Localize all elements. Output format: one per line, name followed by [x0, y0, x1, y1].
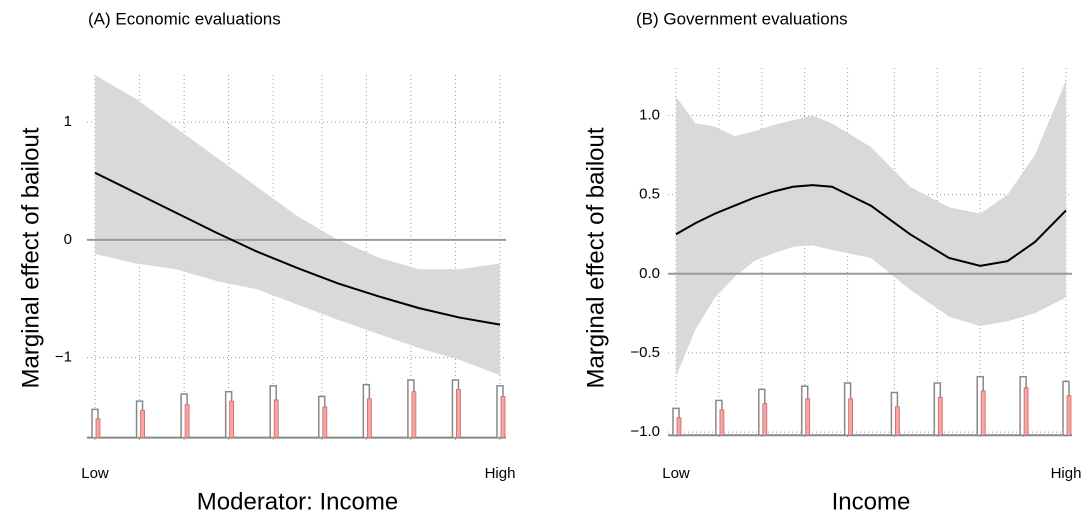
histogram-bar	[848, 398, 853, 436]
histogram-bar	[500, 396, 506, 439]
histogram-bar	[411, 391, 417, 439]
histogram-bar	[140, 410, 145, 439]
histogram-bar	[1066, 395, 1072, 436]
y-tick-label: 1	[64, 113, 72, 130]
histogram-bar	[322, 406, 328, 439]
y-tick-label: −0.5	[630, 344, 660, 361]
x-tick-label: Low	[81, 465, 109, 482]
histogram-bar	[95, 418, 101, 439]
y-tick-label: 0.5	[639, 186, 660, 203]
y-axis-label: Marginal effect of bailout	[17, 127, 44, 388]
confidence-band	[95, 75, 500, 376]
y-tick-label: −1	[55, 349, 72, 366]
histogram-bar	[980, 390, 986, 436]
y-tick-label: −1.0	[630, 423, 660, 440]
histogram-bar	[229, 400, 235, 439]
panel-title: (A) Economic evaluations	[88, 9, 281, 28]
effect-line	[94, 171, 501, 326]
histogram-bar	[937, 396, 943, 436]
histogram-bar	[805, 398, 811, 436]
x-axis-label: Moderator: Income	[197, 488, 398, 515]
histogram-bar	[273, 399, 279, 439]
histogram-bar	[456, 388, 461, 439]
histogram-bar	[184, 404, 190, 439]
panel-title: (B) Government evaluations	[636, 9, 848, 28]
y-tick-label: 1.0	[639, 106, 660, 123]
confidence-band	[676, 80, 1066, 377]
histogram-bar	[676, 417, 682, 436]
histogram-bar	[895, 406, 900, 436]
y-tick-label: 0.0	[639, 265, 660, 282]
x-tick-label: High	[485, 465, 516, 482]
x-axis-label: Income	[832, 488, 911, 515]
histogram-bar	[1023, 387, 1029, 436]
x-tick-label: Low	[662, 465, 690, 482]
histogram-bar	[762, 403, 768, 436]
histogram-bar	[719, 409, 725, 436]
y-axis-label: Marginal effect of bailout	[582, 127, 609, 388]
y-tick-label: 0	[64, 231, 72, 248]
x-tick-label: High	[1051, 465, 1082, 482]
effect-line	[675, 184, 1067, 267]
histogram-bar	[366, 398, 372, 439]
